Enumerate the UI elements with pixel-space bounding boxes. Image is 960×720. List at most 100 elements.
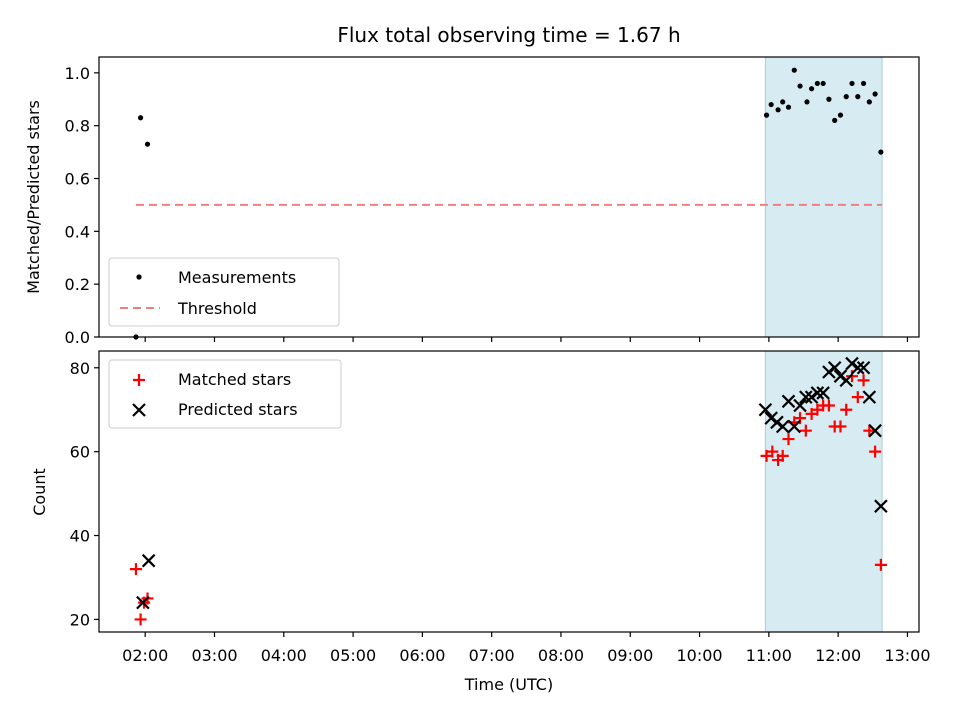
legend-measurements-label: Measurements xyxy=(178,268,296,287)
bottom-yticks: 20 40 60 80 xyxy=(70,359,99,629)
matched-star-point xyxy=(863,424,876,437)
xtick-label: 13:00 xyxy=(884,646,930,665)
measurement-point xyxy=(775,107,781,113)
predicted-star-point xyxy=(810,386,825,400)
predicted-star-point xyxy=(804,390,819,404)
predicted-star-point xyxy=(793,398,807,413)
xtick-label: 10:00 xyxy=(677,646,723,665)
xtick-label: 08:00 xyxy=(538,646,584,665)
matched-star-point xyxy=(129,563,142,576)
measurement-point xyxy=(814,80,820,87)
predicted-star-point xyxy=(141,553,156,568)
predicted-star-point xyxy=(845,356,859,371)
top-axes-frame xyxy=(98,56,920,338)
top-panel: 0.0 0.2 0.4 0.6 0.8 1.0 Matched/Predicted sta… xyxy=(24,56,920,347)
measurement-points xyxy=(133,67,884,340)
bottom-xlabel: Time (UTC) xyxy=(464,675,553,694)
predicted-star-point xyxy=(839,373,854,388)
measurement-point xyxy=(849,80,855,87)
predicted-star-point xyxy=(770,415,784,430)
measurement-point xyxy=(837,112,844,118)
measurement-point xyxy=(860,80,867,87)
ytick-label: 0.4 xyxy=(65,222,90,241)
legend-predicted-marker xyxy=(132,403,146,417)
bottom-legend: Matched stars Predicted stars xyxy=(108,359,342,429)
xtick-label: 12:00 xyxy=(815,646,861,665)
measurement-point xyxy=(780,99,786,105)
ytick-label: 60 xyxy=(70,443,90,462)
xtick-label: 03:00 xyxy=(191,646,237,665)
top-shaded-region xyxy=(764,56,883,338)
top-yticks: 0.0 0.2 0.4 0.6 0.8 1.0 xyxy=(65,64,99,347)
top-legend: Measurements Threshold xyxy=(108,257,340,327)
measurement-point xyxy=(791,67,797,73)
predicted-star-point xyxy=(775,419,790,434)
predicted-star-point xyxy=(827,360,842,375)
matched-star-point xyxy=(840,403,853,416)
measurement-point xyxy=(804,99,810,105)
bottom-xticks: 02:00 03:00 04:00 05:00 06:00 07:00 08:00 09:00… xyxy=(122,632,931,665)
matched-star-point xyxy=(766,445,779,458)
predicted-star-point xyxy=(851,360,865,375)
matched-star-point xyxy=(776,449,789,462)
matched-star-point xyxy=(851,391,864,404)
chart-title: Flux total observing time = 1.67 h xyxy=(337,23,680,47)
xtick-label: 07:00 xyxy=(469,646,515,665)
ytick-label: 0.0 xyxy=(65,328,90,347)
predicted-star-point xyxy=(799,390,813,404)
measurement-point xyxy=(144,141,151,147)
ytick-label: 0.6 xyxy=(65,170,90,189)
matched-star-point xyxy=(834,420,847,433)
measurement-point xyxy=(820,80,826,87)
predicted-star-point xyxy=(136,595,150,610)
predicted-star-point xyxy=(787,419,802,434)
legend-threshold-label: Threshold xyxy=(177,299,257,318)
xtick-label: 05:00 xyxy=(330,646,376,665)
ytick-label: 80 xyxy=(70,359,90,378)
measurement-point xyxy=(808,86,815,92)
xtick-label: 11:00 xyxy=(746,646,792,665)
predicted-star-point xyxy=(874,499,888,513)
xtick-label: 09:00 xyxy=(607,646,653,665)
matched-star-point xyxy=(874,558,887,571)
predicted-star-point xyxy=(764,411,778,425)
legend-matched-marker xyxy=(133,374,145,386)
measurement-point xyxy=(832,117,838,123)
measurement-point xyxy=(872,91,878,97)
measurement-point xyxy=(855,94,861,100)
ytick-label: 0.2 xyxy=(65,275,90,294)
legend-predicted-label: Predicted stars xyxy=(178,400,298,419)
measurement-point xyxy=(797,83,803,89)
xtick-label: 04:00 xyxy=(261,646,307,665)
measurement-point xyxy=(785,104,792,110)
matched-star-point xyxy=(799,424,812,437)
predicted-star-point xyxy=(781,394,796,409)
ytick-label: 20 xyxy=(70,610,90,629)
predicted-star-point xyxy=(758,402,773,417)
legend-matched-label: Matched stars xyxy=(178,370,291,389)
predicted-star-point xyxy=(856,360,871,375)
predicted-star-point xyxy=(816,386,830,400)
top-xticks xyxy=(144,337,909,342)
measurement-point xyxy=(768,101,774,108)
xtick-label: 02:00 xyxy=(122,646,168,665)
matched-star-point xyxy=(869,445,882,458)
xtick-label: 06:00 xyxy=(399,646,445,665)
predicted-star-points xyxy=(136,356,888,610)
measurement-point xyxy=(843,94,849,100)
measurement-point xyxy=(137,115,144,121)
ytick-label: 0.8 xyxy=(65,117,90,136)
matched-star-point xyxy=(134,613,147,626)
matched-star-point xyxy=(822,399,835,412)
bottom-axes-frame xyxy=(98,350,920,633)
measurement-point xyxy=(826,96,832,102)
ytick-label: 40 xyxy=(70,527,90,546)
top-ylabel: Matched/Predicted stars xyxy=(24,100,43,294)
matched-star-point xyxy=(857,374,870,387)
legend-measurements-marker xyxy=(136,274,142,280)
predicted-star-point xyxy=(833,369,848,383)
predicted-star-point xyxy=(868,423,882,438)
ytick-label: 1.0 xyxy=(65,64,90,83)
